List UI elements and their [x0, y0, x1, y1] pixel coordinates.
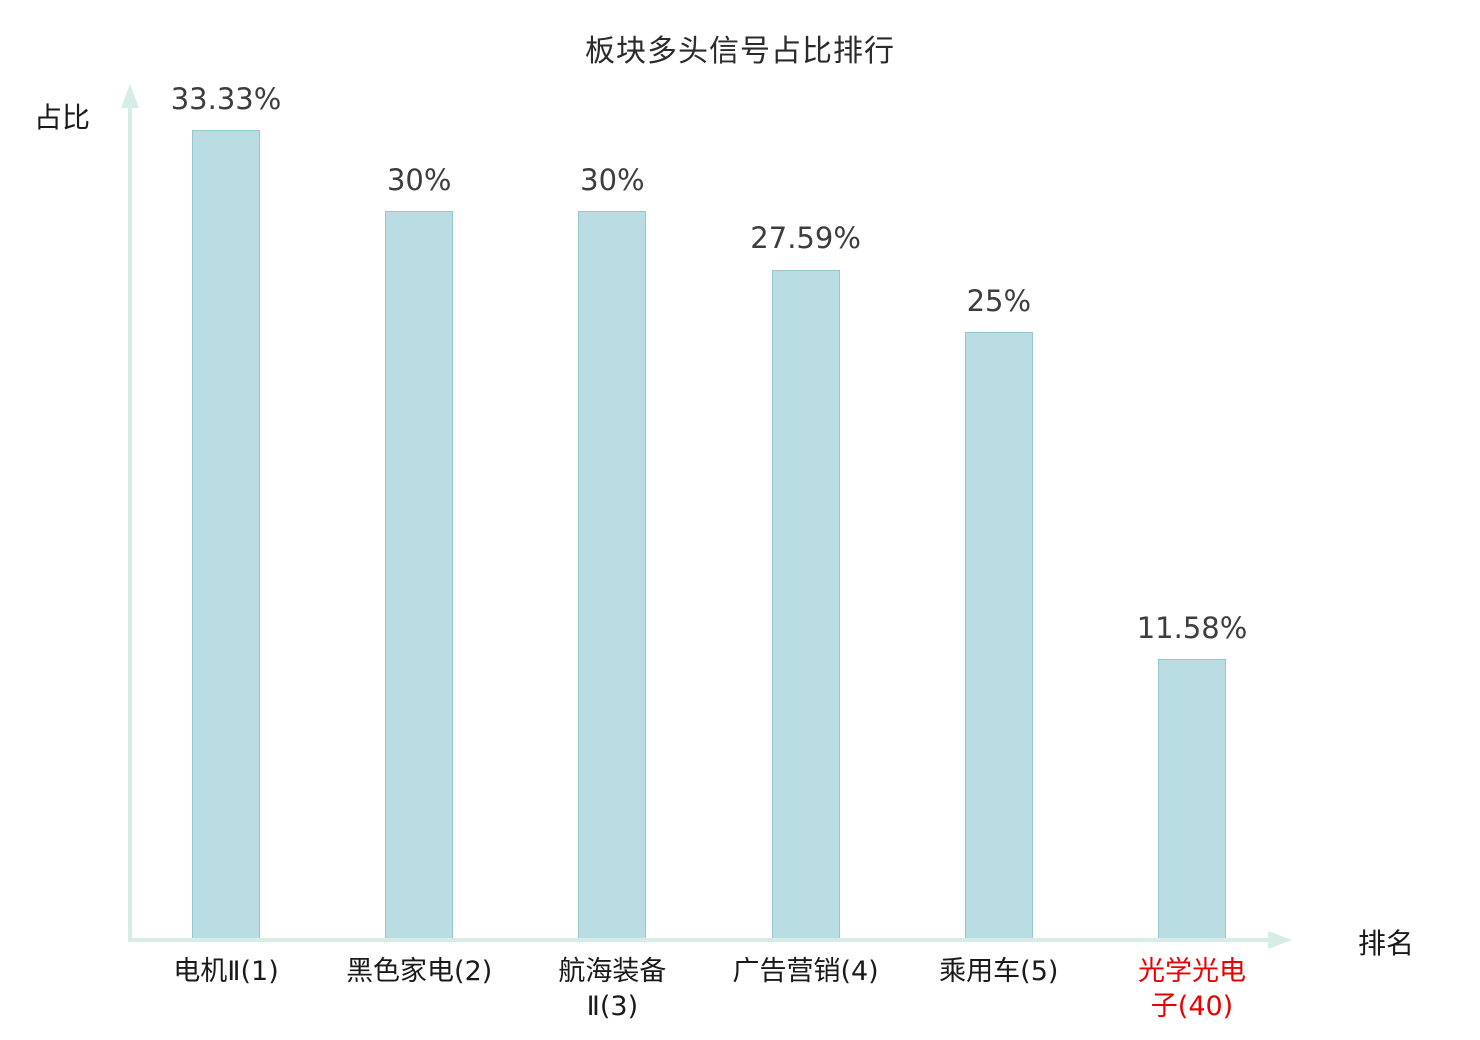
bar-value-label: 11.58%: [1136, 610, 1248, 645]
bar: [578, 210, 647, 940]
bar-value-label: 30%: [386, 162, 452, 197]
bar: [385, 210, 454, 940]
bar: [964, 332, 1033, 940]
bar-value-label: 27.59%: [750, 221, 861, 256]
x-tick-label: 黑色家电(2): [346, 956, 493, 987]
bar-value-label: 30%: [580, 162, 645, 197]
x-axis-label: 排名: [1358, 927, 1415, 960]
bar: [1158, 658, 1226, 940]
bar: [771, 269, 840, 940]
chart-title: 板块多头信号占比排行: [585, 34, 895, 69]
x-tick-label: 光学光电 子(40): [1138, 956, 1246, 1023]
bar-value-label: 33.33%: [170, 82, 282, 116]
x-tick-label: 电机Ⅱ(1): [173, 956, 279, 987]
x-tick-label: 广告营销(4): [732, 956, 879, 987]
bar: [192, 130, 260, 940]
x-tick-label: 乘用车(5): [939, 956, 1059, 987]
bar-value-label: 25%: [966, 284, 1032, 319]
x-tick-label: 航海装备 Ⅱ(3): [558, 956, 667, 1023]
y-axis-label: 占比: [34, 101, 91, 134]
